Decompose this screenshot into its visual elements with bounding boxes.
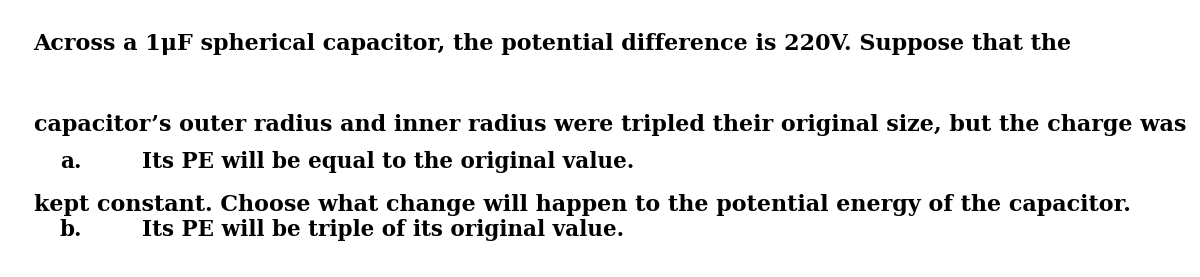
Text: a.: a. — [60, 151, 82, 173]
Text: Its PE will be triple of its original value.: Its PE will be triple of its original va… — [142, 219, 624, 241]
Text: b.: b. — [59, 219, 82, 241]
Text: Across a 1μF spherical capacitor, the potential difference is 220V. Suppose that: Across a 1μF spherical capacitor, the po… — [34, 33, 1072, 55]
Text: Its PE will be equal to the original value.: Its PE will be equal to the original val… — [142, 151, 634, 173]
Text: capacitor’s outer radius and inner radius were tripled their original size, but : capacitor’s outer radius and inner radiu… — [34, 114, 1186, 135]
Text: kept constant. Choose what change will happen to the potential energy of the cap: kept constant. Choose what change will h… — [34, 194, 1130, 216]
